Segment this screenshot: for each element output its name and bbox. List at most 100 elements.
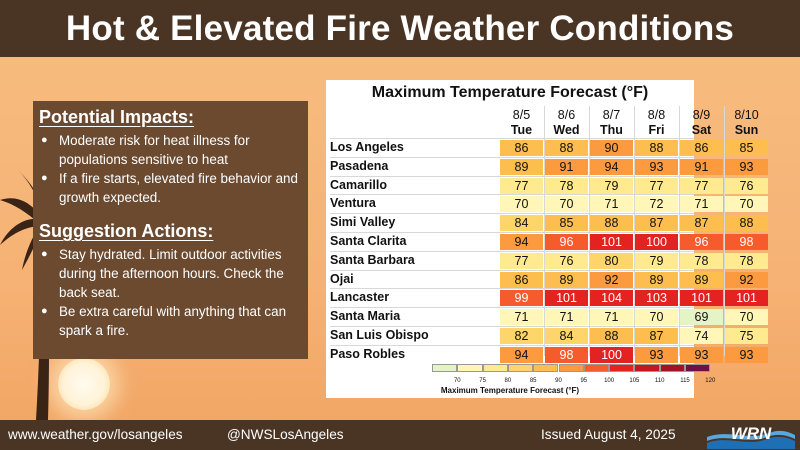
- temperature-cell: 98: [545, 346, 588, 363]
- temperature-cell: 86: [500, 140, 543, 156]
- temperature-cell: 79: [635, 252, 678, 269]
- city-label: Ventura: [330, 196, 376, 211]
- column-date: 8/10: [734, 108, 759, 122]
- legend-tick-label: 100: [604, 378, 615, 384]
- temperature-cell: 85: [725, 140, 768, 156]
- temperature-cell: 71: [500, 309, 543, 326]
- title-bar: Hot & Elevated Fire Weather Conditions: [0, 0, 800, 57]
- temperature-cell: 85: [545, 215, 588, 232]
- column-divider: [634, 106, 635, 356]
- impacts-list: Moderate risk for heat illness for popul…: [39, 131, 302, 207]
- temperature-cell: 80: [590, 252, 633, 269]
- temperature-cell: 92: [590, 271, 633, 288]
- temperature-cell: 71: [680, 196, 723, 213]
- temperature-cell: 70: [545, 196, 588, 213]
- temperature-cell: 72: [635, 196, 678, 213]
- legend-tick-label: 105: [629, 378, 640, 384]
- column-date: 8/9: [692, 108, 711, 122]
- list-item: If a fire starts, elevated fire behavior…: [39, 169, 302, 207]
- temperature-cell: 91: [680, 158, 723, 175]
- social-handle[interactable]: @NWSLosAngeles: [227, 427, 344, 442]
- temperature-cell: 87: [635, 215, 678, 232]
- legend-tick-label: 95: [580, 378, 588, 384]
- temperature-cell: 79: [590, 177, 633, 194]
- temperature-cell: 69: [680, 309, 723, 326]
- legend-swatch: [609, 364, 635, 372]
- temperature-cell: 77: [500, 177, 543, 194]
- city-label: Camarillo: [330, 177, 387, 192]
- row-divider: [330, 288, 694, 290]
- issued-date: Issued August 4, 2025: [541, 427, 676, 442]
- temperature-cell: 88: [590, 215, 633, 232]
- temperature-cell: 94: [500, 346, 543, 363]
- temperature-cell: 101: [680, 290, 723, 307]
- temperature-cell: 84: [545, 328, 588, 344]
- temperature-cell: 70: [725, 196, 768, 213]
- temperature-cell: 91: [545, 158, 588, 175]
- legend-tick-label: 90: [555, 378, 562, 384]
- column-date: 8/7: [602, 108, 621, 122]
- list-item: Stay hydrated. Limit outdoor activities …: [39, 245, 302, 302]
- temperature-cell: 89: [500, 158, 543, 175]
- temperature-cell: 93: [725, 346, 768, 363]
- temperature-cell: 71: [590, 309, 633, 326]
- impacts-heading: Potential Impacts:: [39, 107, 195, 127]
- column-day: Thu: [600, 123, 623, 137]
- temperature-cell: 84: [500, 215, 543, 232]
- list-item: Be extra careful with anything that can …: [39, 302, 302, 340]
- city-label: Ojai: [330, 271, 354, 286]
- column-day: Tue: [510, 123, 533, 137]
- temperature-cell: 88: [725, 215, 768, 232]
- city-label: Santa Clarita: [330, 234, 407, 248]
- legend-swatch: [432, 364, 458, 372]
- temperature-cell: 86: [680, 140, 723, 156]
- list-item: Moderate risk for heat illness for popul…: [39, 131, 302, 169]
- temperature-cell: 100: [590, 346, 633, 363]
- temperature-cell: 93: [725, 158, 768, 175]
- row-divider: [330, 138, 694, 139]
- temperature-cell: 104: [590, 290, 633, 307]
- temperature-cell: 94: [500, 234, 543, 250]
- city-label: Lancaster: [330, 290, 390, 305]
- temperature-cell: 76: [545, 252, 588, 269]
- temperature-cell: 71: [590, 196, 633, 213]
- row-divider: [330, 175, 694, 177]
- legend-swatch: [583, 364, 610, 372]
- row-divider: [330, 326, 694, 327]
- temperature-cell: 96: [545, 234, 588, 250]
- temperature-cell: 78: [725, 252, 768, 269]
- temperature-cell: 86: [500, 271, 543, 288]
- legend-tick-label: 85: [529, 378, 537, 384]
- temperature-cell: 74: [680, 328, 723, 344]
- row-divider: [330, 344, 694, 346]
- column-day: Sun: [734, 123, 759, 137]
- temperature-cell: 70: [635, 309, 678, 326]
- page-title: Hot & Elevated Fire Weather Conditions: [65, 8, 735, 48]
- column-date: 8/6: [557, 108, 576, 122]
- column-divider: [724, 106, 725, 356]
- city-label: Los Angeles: [330, 140, 404, 154]
- legend-swatch: [457, 364, 483, 372]
- temperature-cell: 88: [545, 140, 588, 156]
- wrn-logo-icon: WRN: [707, 424, 795, 449]
- temperature-cell: 75: [725, 328, 768, 344]
- city-label: San Luis Obispo: [330, 328, 429, 342]
- legend-tick-label: 80: [504, 378, 512, 384]
- info-panel: Potential Impacts: Moderate risk for hea…: [33, 101, 308, 359]
- temperature-cell: 87: [680, 215, 723, 232]
- temperature-cell: 78: [545, 177, 588, 194]
- row-divider: [330, 213, 694, 215]
- temperature-cell: 76: [725, 177, 768, 194]
- legend-tick-label: 70: [453, 378, 461, 384]
- temperature-cell: 94: [590, 158, 633, 175]
- temperature-cell: 82: [500, 328, 543, 344]
- row-divider: [330, 307, 694, 309]
- legend-swatch: [558, 364, 584, 372]
- column-divider: [544, 106, 545, 356]
- website-link[interactable]: www.weather.gov/losangeles: [8, 427, 183, 442]
- legend-swatch: [533, 364, 559, 372]
- temperature-cell: 90: [590, 140, 633, 156]
- city-label: Santa Maria: [330, 309, 401, 324]
- temperature-cell: 98: [725, 234, 768, 250]
- row-divider: [330, 250, 694, 252]
